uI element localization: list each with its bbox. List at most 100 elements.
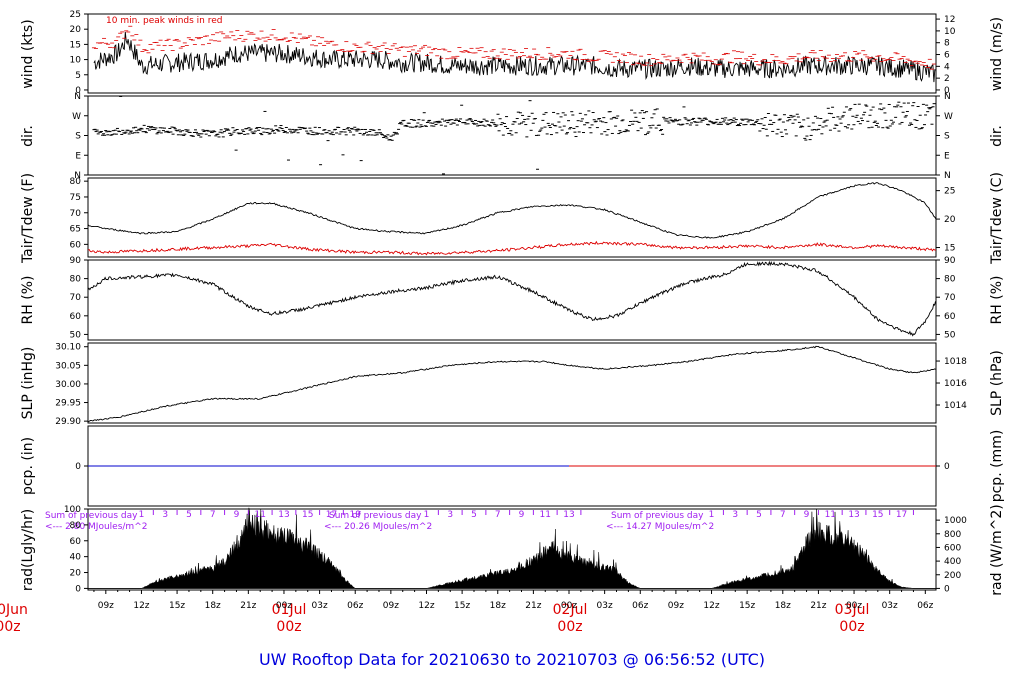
dir-right-tick-label: N bbox=[944, 92, 951, 102]
rh-left-tick-label: 90 bbox=[70, 256, 82, 266]
x-tick-label: 21z bbox=[525, 601, 541, 611]
temp-panel-frame bbox=[87, 177, 937, 258]
dir-left-tick-label: N bbox=[74, 171, 81, 181]
rad-right-tick-label: 800 bbox=[944, 530, 961, 540]
rad-sum-label-3: Sum of previous day bbox=[611, 511, 704, 521]
x-tick-label: 03z bbox=[312, 601, 328, 611]
tair-line bbox=[87, 182, 937, 239]
wind-left-tick-label: 25 bbox=[70, 10, 81, 20]
rh-ylabel-right: RH (%) bbox=[989, 276, 1005, 325]
day-label-date-2: 01Jul bbox=[272, 602, 307, 618]
rad-hour-marker: 9 bbox=[234, 510, 240, 520]
wind-panel-frame bbox=[87, 13, 937, 94]
x-tick-label: 00z bbox=[561, 601, 577, 611]
wind-left-tick-label: 20 bbox=[70, 25, 82, 35]
rad-left-tick-label: 80 bbox=[70, 521, 82, 531]
rad-hour-marker: 7 bbox=[780, 510, 786, 520]
day-label-date-3: 02Jul bbox=[553, 602, 588, 618]
x-tick-label: 00z bbox=[846, 601, 862, 611]
rh-right-tick-label: 50 bbox=[944, 330, 956, 340]
x-tick-label: 03z bbox=[597, 601, 613, 611]
rad-right-tick-label: 600 bbox=[944, 543, 961, 553]
panel-frames bbox=[87, 13, 937, 591]
day-label-date-4: 03Jul bbox=[835, 602, 870, 618]
slp-left-tick-label: 30.00 bbox=[55, 380, 81, 390]
slp-left-tick-label: 30.05 bbox=[55, 361, 81, 371]
x-tick-label: 03z bbox=[882, 601, 898, 611]
rad-hour-marker: 11 bbox=[825, 510, 836, 520]
x-tick-label: 06z bbox=[347, 601, 363, 611]
dir-left-tick-label: E bbox=[75, 151, 81, 161]
dir-left-tick-label: W bbox=[72, 112, 81, 122]
rad-hour-marker: 1 bbox=[424, 510, 430, 520]
rad-right-tick-label: 400 bbox=[944, 557, 961, 567]
x-tick-label: 12z bbox=[703, 601, 719, 611]
x-tick-label: 09z bbox=[668, 601, 684, 611]
rad-hour-marker: 17 bbox=[326, 510, 337, 520]
wind-right-tick-label: 6 bbox=[944, 51, 950, 61]
rh-ylabel-left: RH (%) bbox=[20, 276, 36, 325]
wind-right-tick-label: 0 bbox=[944, 86, 950, 96]
rad-hour-marker: 17 bbox=[896, 510, 907, 520]
slp-right-tick-label: 1016 bbox=[944, 379, 967, 389]
x-tick-label: 15z bbox=[169, 601, 185, 611]
dir-right-tick-label: S bbox=[944, 132, 950, 142]
wind-peak-note: 10 min. peak winds in red bbox=[106, 16, 223, 26]
rad-sum-value-1: <--- 2.80 MJoules/m^2 bbox=[45, 522, 147, 532]
x-tick-label: 15z bbox=[454, 601, 470, 611]
wind-left-tick-label: 0 bbox=[75, 86, 81, 96]
slp-ylabel-left: SLP (inHg) bbox=[20, 347, 36, 420]
temp-right-tick-label: 15 bbox=[944, 244, 955, 254]
temp-ylabel-right: Tair/Tdew (C) bbox=[989, 172, 1005, 265]
x-tick-label: 09z bbox=[383, 601, 399, 611]
x-tick-label: 18z bbox=[775, 601, 791, 611]
rad-hour-marker: 3 bbox=[732, 510, 738, 520]
day-label-time-2: 00z bbox=[276, 619, 301, 635]
x-tick-label: 21z bbox=[810, 601, 826, 611]
rh-left-tick-label: 50 bbox=[70, 330, 82, 340]
tdew-line bbox=[87, 240, 937, 256]
rad-hour-marker: 9 bbox=[519, 510, 525, 520]
temp-right-tick-label: 20 bbox=[944, 215, 956, 225]
temp-right-tick-label: 25 bbox=[944, 187, 955, 197]
rad-right-tick-label: 200 bbox=[944, 571, 961, 581]
wind-right-tick-label: 12 bbox=[944, 15, 955, 25]
rh-right-tick-label: 80 bbox=[944, 275, 956, 285]
rad-hour-marker: 15 bbox=[302, 510, 313, 520]
x-tick-label: 18z bbox=[490, 601, 506, 611]
rh-line bbox=[87, 260, 936, 337]
rh-left-tick-label: 70 bbox=[70, 293, 82, 303]
rad-hour-marker: 19 bbox=[350, 510, 362, 520]
pcp-right-tick-label: 0 bbox=[944, 462, 950, 472]
temp-left-tick-label: 80 bbox=[70, 177, 82, 187]
rad-hour-marker: 13 bbox=[848, 510, 859, 520]
x-tick-label: 12z bbox=[133, 601, 149, 611]
day-label-time-3: 00z bbox=[557, 619, 582, 635]
rad-hour-marker: 7 bbox=[210, 510, 216, 520]
rh-right-tick-label: 60 bbox=[944, 312, 956, 322]
temp-left-tick-label: 70 bbox=[70, 209, 82, 219]
dir-left-tick-label: S bbox=[75, 132, 81, 142]
x-tick-label: 18z bbox=[205, 601, 221, 611]
dir-ylabel-left: dir. bbox=[20, 125, 36, 147]
x-tick-label: 09z bbox=[98, 601, 114, 611]
slp-left-tick-label: 29.95 bbox=[55, 399, 81, 409]
wind-ylabel-right: wind (m/s) bbox=[989, 17, 1005, 91]
slp-left-tick-label: 30.10 bbox=[55, 343, 81, 353]
day-label-time-4: 00z bbox=[839, 619, 864, 635]
rad-panel-frame bbox=[87, 508, 937, 591]
rad-hour-marker: 15 bbox=[872, 510, 883, 520]
rh-right-tick-label: 70 bbox=[944, 293, 956, 303]
slp-right-tick-label: 1014 bbox=[944, 401, 967, 411]
wind-ylabel-left: wind (kts) bbox=[20, 19, 36, 88]
rad-right-tick-label: 0 bbox=[944, 584, 950, 594]
temp-left-tick-label: 60 bbox=[70, 240, 82, 250]
rad-hour-marker: 1 bbox=[709, 510, 715, 520]
pcp-ylabel-right: pcp. (mm) bbox=[989, 430, 1005, 503]
wind-right-tick-label: 2 bbox=[944, 74, 950, 84]
x-tick-label: 06z bbox=[917, 601, 933, 611]
rad-sum-value-3: <--- 14.27 MJoules/m^2 bbox=[606, 522, 714, 532]
rh-panel-frame bbox=[87, 259, 937, 341]
rad-ylabel-right: rad (W/m^2) bbox=[989, 504, 1005, 595]
rad-hour-marker: 1 bbox=[139, 510, 145, 520]
